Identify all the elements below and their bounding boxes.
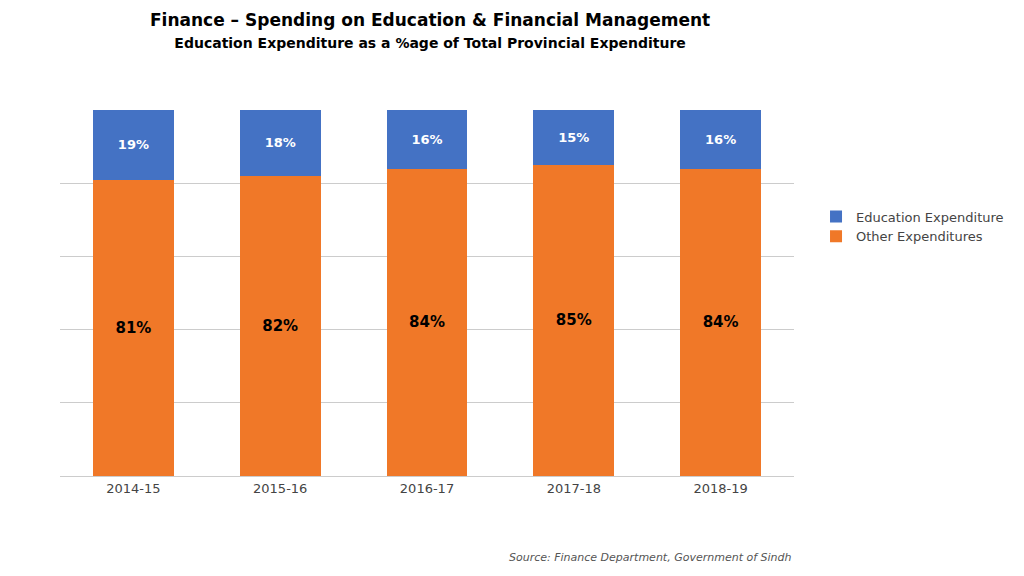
svg-text:2018-19: 2018-19 — [693, 481, 747, 496]
svg-text:82%: 82% — [262, 317, 298, 335]
svg-text:15%: 15% — [558, 130, 589, 145]
svg-text:19%: 19% — [118, 137, 149, 152]
svg-text:16%: 16% — [705, 132, 736, 147]
svg-text:2015-16: 2015-16 — [253, 481, 307, 496]
svg-text:84%: 84% — [703, 313, 739, 331]
svg-text:2017-18: 2017-18 — [547, 481, 601, 496]
svg-text:84%: 84% — [409, 313, 445, 331]
svg-text:Other Expenditures: Other Expenditures — [856, 229, 983, 244]
svg-text:16%: 16% — [411, 132, 442, 147]
svg-text:85%: 85% — [556, 311, 592, 329]
svg-text:18%: 18% — [265, 135, 296, 150]
svg-text:81%: 81% — [115, 319, 151, 337]
svg-text:2014-15: 2014-15 — [106, 481, 160, 496]
svg-text:Finance – Spending on Educatio: Finance – Spending on Education & Financ… — [150, 10, 710, 51]
svg-text:2016-17: 2016-17 — [400, 481, 454, 496]
svg-text:Source: Finance Department, Go: Source: Finance Department, Government o… — [509, 551, 792, 564]
svg-text:Education Expenditure: Education Expenditure — [856, 210, 1004, 225]
